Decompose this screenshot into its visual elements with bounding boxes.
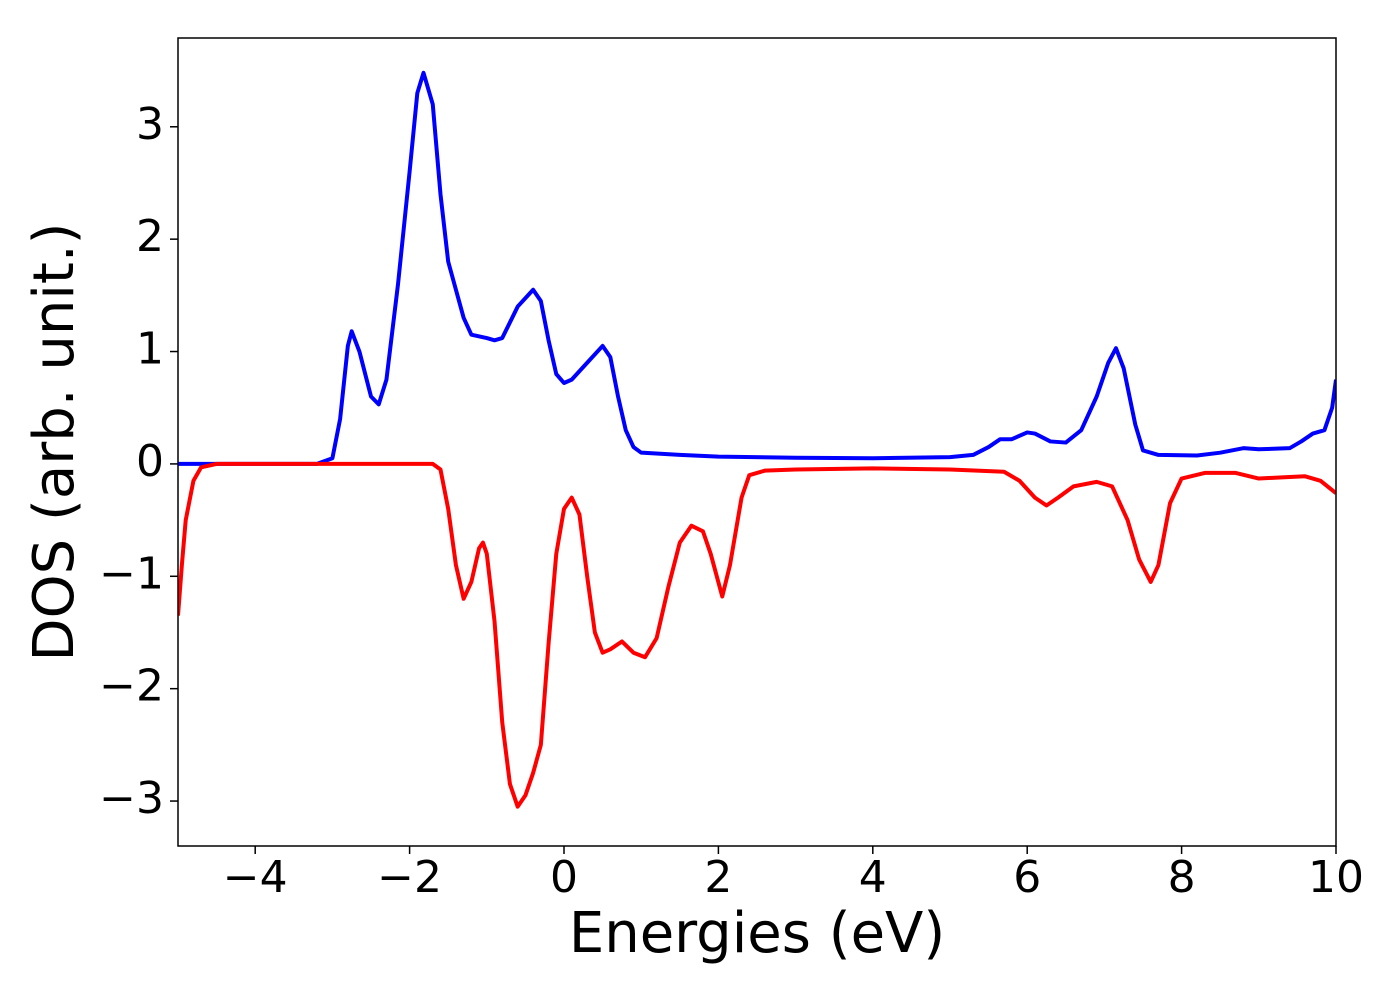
x-tick-label: −4	[223, 852, 288, 903]
x-tick-label: −2	[377, 852, 442, 903]
x-tick-label: 10	[1308, 852, 1364, 903]
y-tick-label: 2	[136, 211, 164, 262]
y-tick-label: −1	[99, 548, 164, 599]
y-tick-label: 3	[136, 99, 164, 150]
x-tick-label: 8	[1168, 852, 1196, 903]
y-axis-label: DOS (arb. unit.)	[22, 222, 87, 661]
x-tick-label: 0	[550, 852, 578, 903]
plot-frame	[177, 37, 1337, 847]
x-tick-label: 6	[1013, 852, 1041, 903]
x-axis-label: Energies (eV)	[569, 901, 945, 966]
y-tick-label: 1	[136, 324, 164, 375]
y-tick-label: 0	[136, 436, 164, 487]
y-tick-label: −3	[99, 773, 164, 824]
x-tick-label: 2	[704, 852, 732, 903]
y-tick-label: −2	[99, 661, 164, 712]
line-series	[178, 70, 1336, 466]
x-tick-label: 4	[859, 852, 887, 903]
line-series	[178, 461, 1336, 809]
